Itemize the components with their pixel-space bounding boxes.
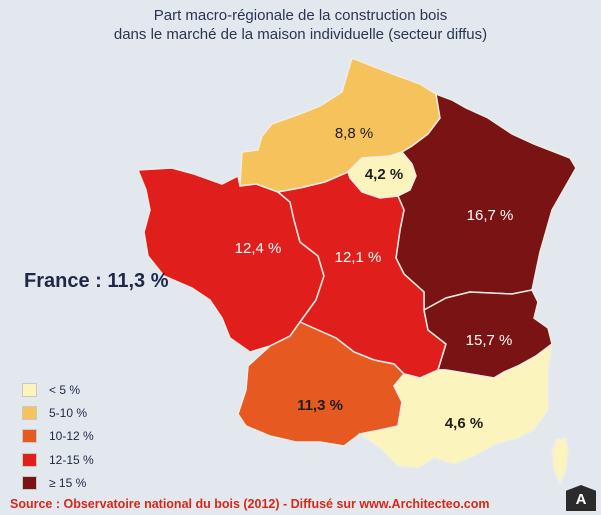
legend-swatch [22, 382, 37, 397]
legend-swatch [22, 405, 37, 420]
label-ouest: 12,4 % [235, 240, 282, 257]
legend-label: < 5 % [49, 382, 81, 397]
legend-item: 5-10 % [22, 401, 94, 424]
legend-label: 12-15 % [49, 452, 94, 467]
national-average: France : 11,3 % [24, 270, 169, 292]
label-nord: 8,8 % [335, 125, 373, 142]
source-credit: Source : Observatoire national du bois (… [10, 497, 490, 511]
legend-label: 10-12 % [49, 429, 94, 444]
label-ile-de-france: 4,2 % [365, 166, 403, 183]
title-line-2: dans le marché de la maison individuelle… [113, 26, 488, 43]
legend-label: ≥ 15 % [49, 475, 87, 490]
label-sud-ouest: 11,3 % [297, 397, 343, 414]
label-centre-est: 15,7 % [466, 332, 513, 349]
label-est: 16,7 % [467, 207, 514, 224]
legend-swatch [22, 475, 37, 490]
corsica [551, 437, 569, 486]
legend-item: 12-15 % [22, 448, 94, 471]
legend-label: 5-10 % [49, 405, 88, 420]
label-centre: 12,1 % [335, 249, 382, 266]
legend-item: 10-12 % [22, 425, 94, 448]
label-mediterranee: 4,6 % [445, 415, 483, 432]
region-mediterranee [358, 342, 553, 469]
title-line-1: Part macro-régionale de la construction … [153, 7, 448, 24]
legend-item: < 5 % [22, 378, 94, 401]
legend: < 5 % 5-10 % 10-12 % 12-15 % ≥ 15 % [22, 378, 94, 494]
map-title: Part macro-régionale de la construction … [0, 6, 601, 44]
legend-item: ≥ 15 % [22, 471, 94, 494]
architecteo-logo: A [566, 485, 596, 511]
legend-swatch [22, 429, 37, 444]
legend-swatch [22, 452, 37, 467]
